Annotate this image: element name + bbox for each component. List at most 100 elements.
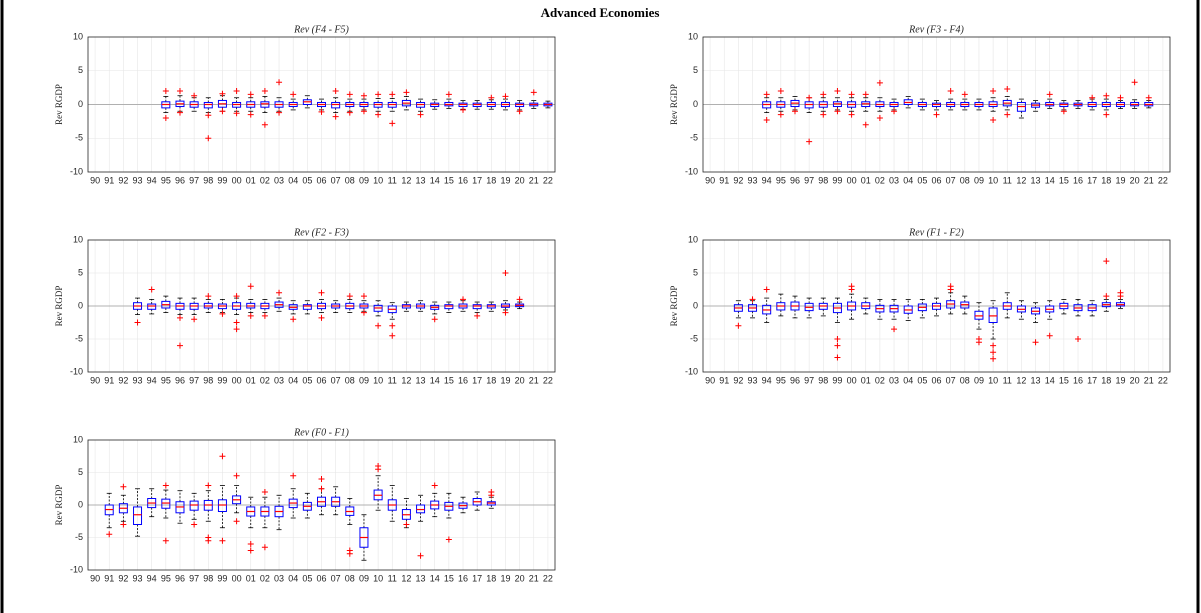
x-tick-label: 03 [274, 573, 284, 583]
outlier [488, 492, 495, 499]
x-tick-label: 95 [161, 375, 171, 385]
box [472, 304, 482, 310]
outlier [360, 293, 367, 300]
panel-title: Rev (F0 - F1) [293, 427, 349, 438]
outlier [417, 552, 424, 559]
x-tick-label: 22 [1158, 175, 1168, 185]
x-tick-label: 22 [543, 375, 553, 385]
outlier [990, 88, 997, 94]
y-tick-label: -10 [685, 366, 698, 376]
x-tick-label: 19 [500, 375, 510, 385]
x-tick-label: 22 [1158, 375, 1168, 385]
outlier [332, 113, 339, 120]
outlier [205, 112, 212, 119]
outlier [530, 89, 537, 96]
x-tick-label: 00 [847, 375, 857, 385]
x-tick-label: 01 [246, 175, 256, 185]
x-tick-label: 16 [458, 573, 468, 583]
outlier [346, 550, 353, 557]
x-tick-label: 13 [1031, 375, 1041, 385]
x-tick-label: 01 [861, 375, 871, 385]
outlier [834, 108, 841, 115]
outlier [261, 121, 268, 128]
x-tick-label: 18 [1101, 175, 1111, 185]
outlier [876, 79, 883, 86]
outlier [933, 111, 940, 118]
y-tick-label: 0 [693, 300, 698, 310]
x-tick-label: 97 [804, 175, 814, 185]
outlier [290, 472, 297, 479]
outlier [205, 537, 212, 544]
outlier [176, 88, 183, 94]
x-tick-label: 00 [232, 573, 242, 583]
x-tick-label: 03 [889, 375, 899, 385]
outlier [346, 109, 353, 116]
outlier [820, 91, 827, 98]
outlier [1103, 92, 1110, 99]
x-tick-label: 11 [388, 175, 397, 185]
x-tick-label: 99 [217, 375, 227, 385]
outlier [219, 108, 226, 115]
outlier [247, 541, 254, 547]
y-tick-label: -10 [70, 166, 83, 176]
outlier [990, 355, 997, 362]
x-tick-label: 95 [776, 375, 786, 385]
x-tick-label: 07 [946, 175, 956, 185]
x-tick-label: 98 [203, 573, 213, 583]
panel-title: Rev (F1 - F2) [908, 227, 964, 238]
outlier [261, 88, 268, 94]
outlier [176, 109, 183, 116]
x-tick-label: 01 [861, 175, 871, 185]
outlier [233, 518, 240, 525]
x-tick-label: 08 [960, 175, 970, 185]
x-tick-label: 08 [345, 573, 355, 583]
x-tick-label: 15 [444, 573, 454, 583]
y-axis-label: Rev RGDP [54, 84, 64, 125]
outlier [1046, 332, 1053, 339]
x-tick-label: 07 [331, 573, 341, 583]
x-tick-label: 09 [359, 175, 369, 185]
x-tick-label: 92 [733, 175, 743, 185]
x-tick-label: 93 [748, 375, 758, 385]
x-tick-label: 99 [832, 375, 842, 385]
outlier [191, 521, 198, 528]
x-tick-label: 17 [472, 573, 482, 583]
outlier [749, 296, 756, 303]
outlier [1117, 94, 1124, 101]
x-tick-label: 16 [458, 375, 468, 385]
x-tick-label: 90 [705, 375, 715, 385]
x-tick-label: 90 [90, 573, 100, 583]
axes-box [87, 239, 556, 373]
x-tick-label: 92 [118, 175, 128, 185]
outlier [389, 332, 396, 339]
x-tick-label: 16 [1073, 375, 1083, 385]
outlier [120, 521, 127, 528]
outlier [445, 91, 452, 98]
x-tick-label: 15 [444, 175, 454, 185]
x-tick-label: 99 [217, 573, 227, 583]
outlier [375, 91, 382, 98]
x-tick-label: 12 [1016, 175, 1026, 185]
outlier [975, 339, 982, 346]
x-tick-label: 19 [1115, 175, 1125, 185]
axes-box [87, 36, 556, 173]
x-tick-label: 00 [847, 175, 857, 185]
outlier [848, 283, 855, 290]
x-tick-label: 13 [416, 375, 426, 385]
outlier [474, 312, 481, 319]
outlier [1103, 111, 1110, 118]
outlier [848, 91, 855, 98]
x-tick-label: 10 [373, 175, 383, 185]
x-tick-label: 02 [875, 375, 885, 385]
x-tick-label: 90 [90, 375, 100, 385]
outlier [834, 342, 841, 349]
outlier [403, 521, 410, 528]
y-tick-label: -10 [70, 564, 83, 574]
outlier [417, 111, 424, 118]
x-tick-label: 11 [388, 573, 397, 583]
x-tick-label: 14 [1045, 175, 1055, 185]
x-tick-label: 20 [1130, 375, 1140, 385]
x-tick-label: 20 [515, 573, 525, 583]
outlier [990, 117, 997, 124]
outlier [247, 111, 254, 118]
